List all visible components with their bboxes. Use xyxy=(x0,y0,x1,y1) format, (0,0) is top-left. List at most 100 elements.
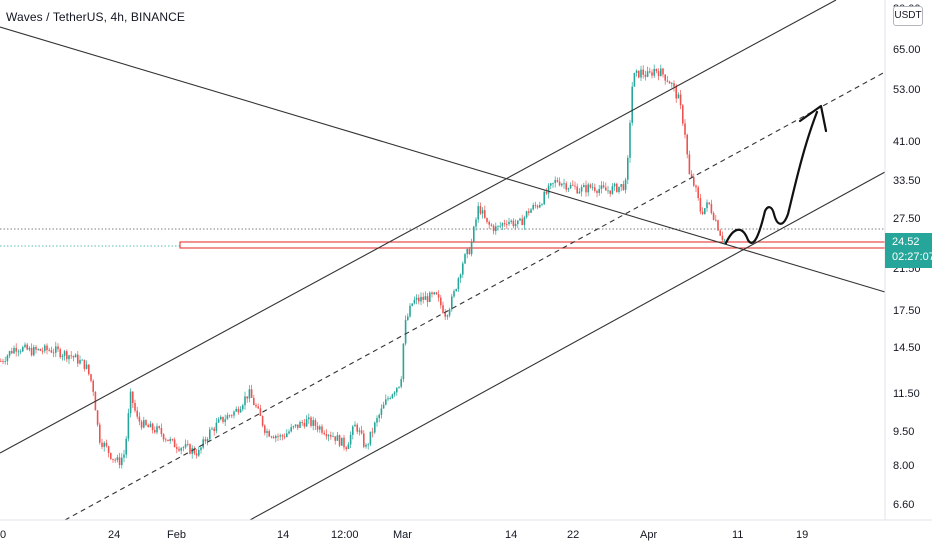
channel-lower-line[interactable] xyxy=(249,171,886,521)
candle-body xyxy=(712,213,715,220)
candle-body xyxy=(66,351,68,360)
candle-body xyxy=(211,428,213,430)
currency-button[interactable]: USDT xyxy=(893,6,923,26)
symbol-title[interactable]: Waves / TetherUS, 4h, BINANCE xyxy=(6,10,185,24)
candle-body xyxy=(602,185,605,188)
candle-body xyxy=(288,431,290,434)
candle-body xyxy=(385,399,387,405)
candle-body xyxy=(182,447,185,449)
candle-body xyxy=(189,444,191,454)
candle-body xyxy=(365,444,367,447)
candle-body xyxy=(398,386,400,388)
candle-body xyxy=(96,410,99,425)
candle-body xyxy=(44,345,46,352)
candle-body xyxy=(532,205,534,210)
candle-body xyxy=(539,204,541,208)
candle-body xyxy=(723,239,726,241)
candle-body xyxy=(224,419,226,422)
candle-body xyxy=(589,184,592,188)
candle-body xyxy=(490,224,493,226)
candle-body xyxy=(627,157,629,180)
candle-body xyxy=(195,453,198,456)
candle-body xyxy=(699,198,702,212)
candle-body xyxy=(255,405,257,407)
candle-body xyxy=(688,154,691,175)
candle-body xyxy=(266,431,268,433)
candle-body xyxy=(0,361,2,362)
candle-body xyxy=(488,221,490,225)
candle-body xyxy=(708,202,710,204)
candle-body xyxy=(565,183,567,190)
candle-body xyxy=(620,184,622,187)
candle-body xyxy=(684,123,686,135)
candle-body xyxy=(578,191,581,194)
candle-body xyxy=(22,347,24,352)
x-tick-label: 24 xyxy=(108,529,120,541)
candle-body xyxy=(24,344,26,348)
x-tick-label: Apr xyxy=(640,529,657,541)
y-tick-label: 65.00 xyxy=(893,44,921,56)
candle-body xyxy=(231,415,233,417)
candle-body xyxy=(270,436,273,438)
candle-body xyxy=(136,410,138,417)
candle-body xyxy=(2,361,4,363)
candle-body xyxy=(160,427,163,435)
candle-body xyxy=(325,434,328,437)
candle-body xyxy=(316,426,319,430)
y-tick-label: 14.50 xyxy=(893,342,921,354)
time-axis[interactable] xyxy=(0,520,932,550)
candle-body xyxy=(486,217,488,222)
candle-body xyxy=(140,421,143,428)
candle-body xyxy=(253,397,255,406)
channel-upper-line[interactable] xyxy=(0,0,837,454)
candle-body xyxy=(545,191,548,194)
candle-body xyxy=(105,442,108,447)
candle-body xyxy=(499,225,501,227)
candle-body xyxy=(574,185,576,187)
candle-body xyxy=(677,94,680,99)
candle-body xyxy=(715,219,717,221)
candle-body xyxy=(415,297,418,300)
candle-body xyxy=(85,364,88,369)
candle-body xyxy=(151,423,154,431)
candle-body xyxy=(451,296,453,310)
candle-body xyxy=(396,387,398,393)
candle-body xyxy=(301,422,303,423)
candle-body xyxy=(268,431,270,437)
candle-body xyxy=(292,426,295,428)
candle-body xyxy=(424,296,427,300)
projection-path[interactable] xyxy=(724,110,819,245)
candle-body xyxy=(244,396,246,406)
candle-body xyxy=(624,179,627,190)
candle-body xyxy=(444,312,446,317)
candle-body xyxy=(572,184,574,186)
candle-body xyxy=(622,184,625,190)
y-tick-label: 53.00 xyxy=(893,84,921,96)
y-tick-label: 27.50 xyxy=(893,213,921,225)
candle-body xyxy=(299,422,301,428)
candle-body xyxy=(525,211,528,218)
x-tick-label: 12:00 xyxy=(331,529,359,541)
downtrend-line[interactable] xyxy=(0,26,886,293)
candle-body xyxy=(259,408,262,417)
candle-body xyxy=(235,408,237,412)
candle-body xyxy=(171,438,174,440)
candle-body xyxy=(552,182,554,184)
candle-body xyxy=(613,183,616,187)
candle-body xyxy=(90,374,92,381)
candle-body xyxy=(145,420,147,426)
channel-mid-line[interactable] xyxy=(64,71,886,521)
candle-body xyxy=(721,235,724,240)
candle-body xyxy=(354,424,356,427)
candle-body xyxy=(473,226,475,242)
candle-body xyxy=(165,439,167,441)
y-tick-label: 41.00 xyxy=(893,136,921,148)
candle-body xyxy=(35,347,37,350)
candle-body xyxy=(541,204,543,205)
candle-body xyxy=(679,94,682,106)
candle-body xyxy=(176,447,178,449)
candle-body xyxy=(116,457,119,461)
candle-body xyxy=(147,425,149,428)
candle-body xyxy=(462,263,464,275)
